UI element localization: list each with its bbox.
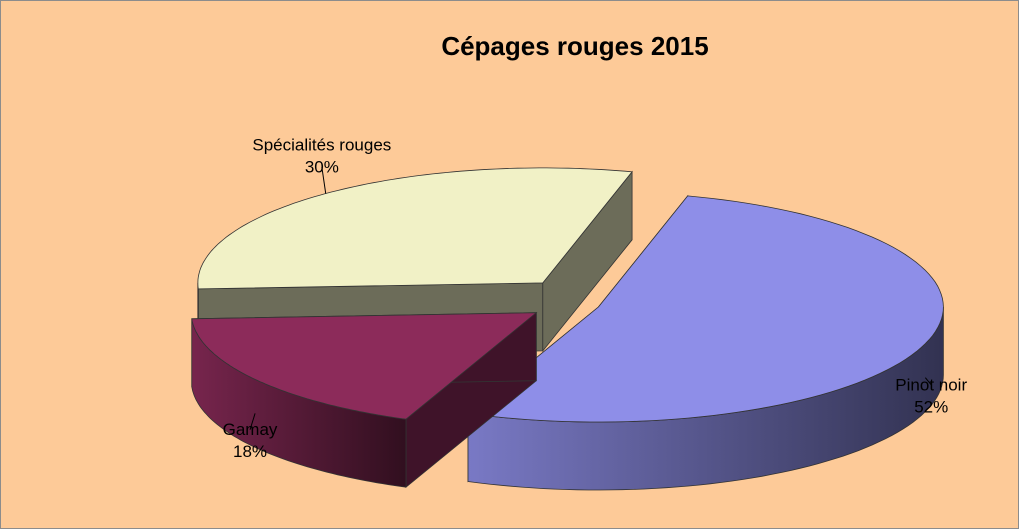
leader-line bbox=[249, 413, 256, 430]
data-label-value: 52% bbox=[914, 397, 948, 416]
pie-slice bbox=[191, 311, 538, 489]
data-label-name: Gamay bbox=[223, 420, 278, 439]
leader-line bbox=[924, 377, 932, 386]
data-label-name: Spécialités rouges bbox=[252, 135, 391, 154]
data-label-value: 30% bbox=[305, 157, 339, 176]
data-label-name: Pinot noir bbox=[895, 375, 967, 394]
slice-top bbox=[467, 195, 944, 423]
chart-title: Cépages rouges 2015 bbox=[441, 31, 708, 61]
pie-slice bbox=[467, 194, 944, 491]
leader-line bbox=[321, 166, 327, 194]
data-label-value: 18% bbox=[233, 442, 267, 461]
slice-top bbox=[191, 312, 538, 420]
